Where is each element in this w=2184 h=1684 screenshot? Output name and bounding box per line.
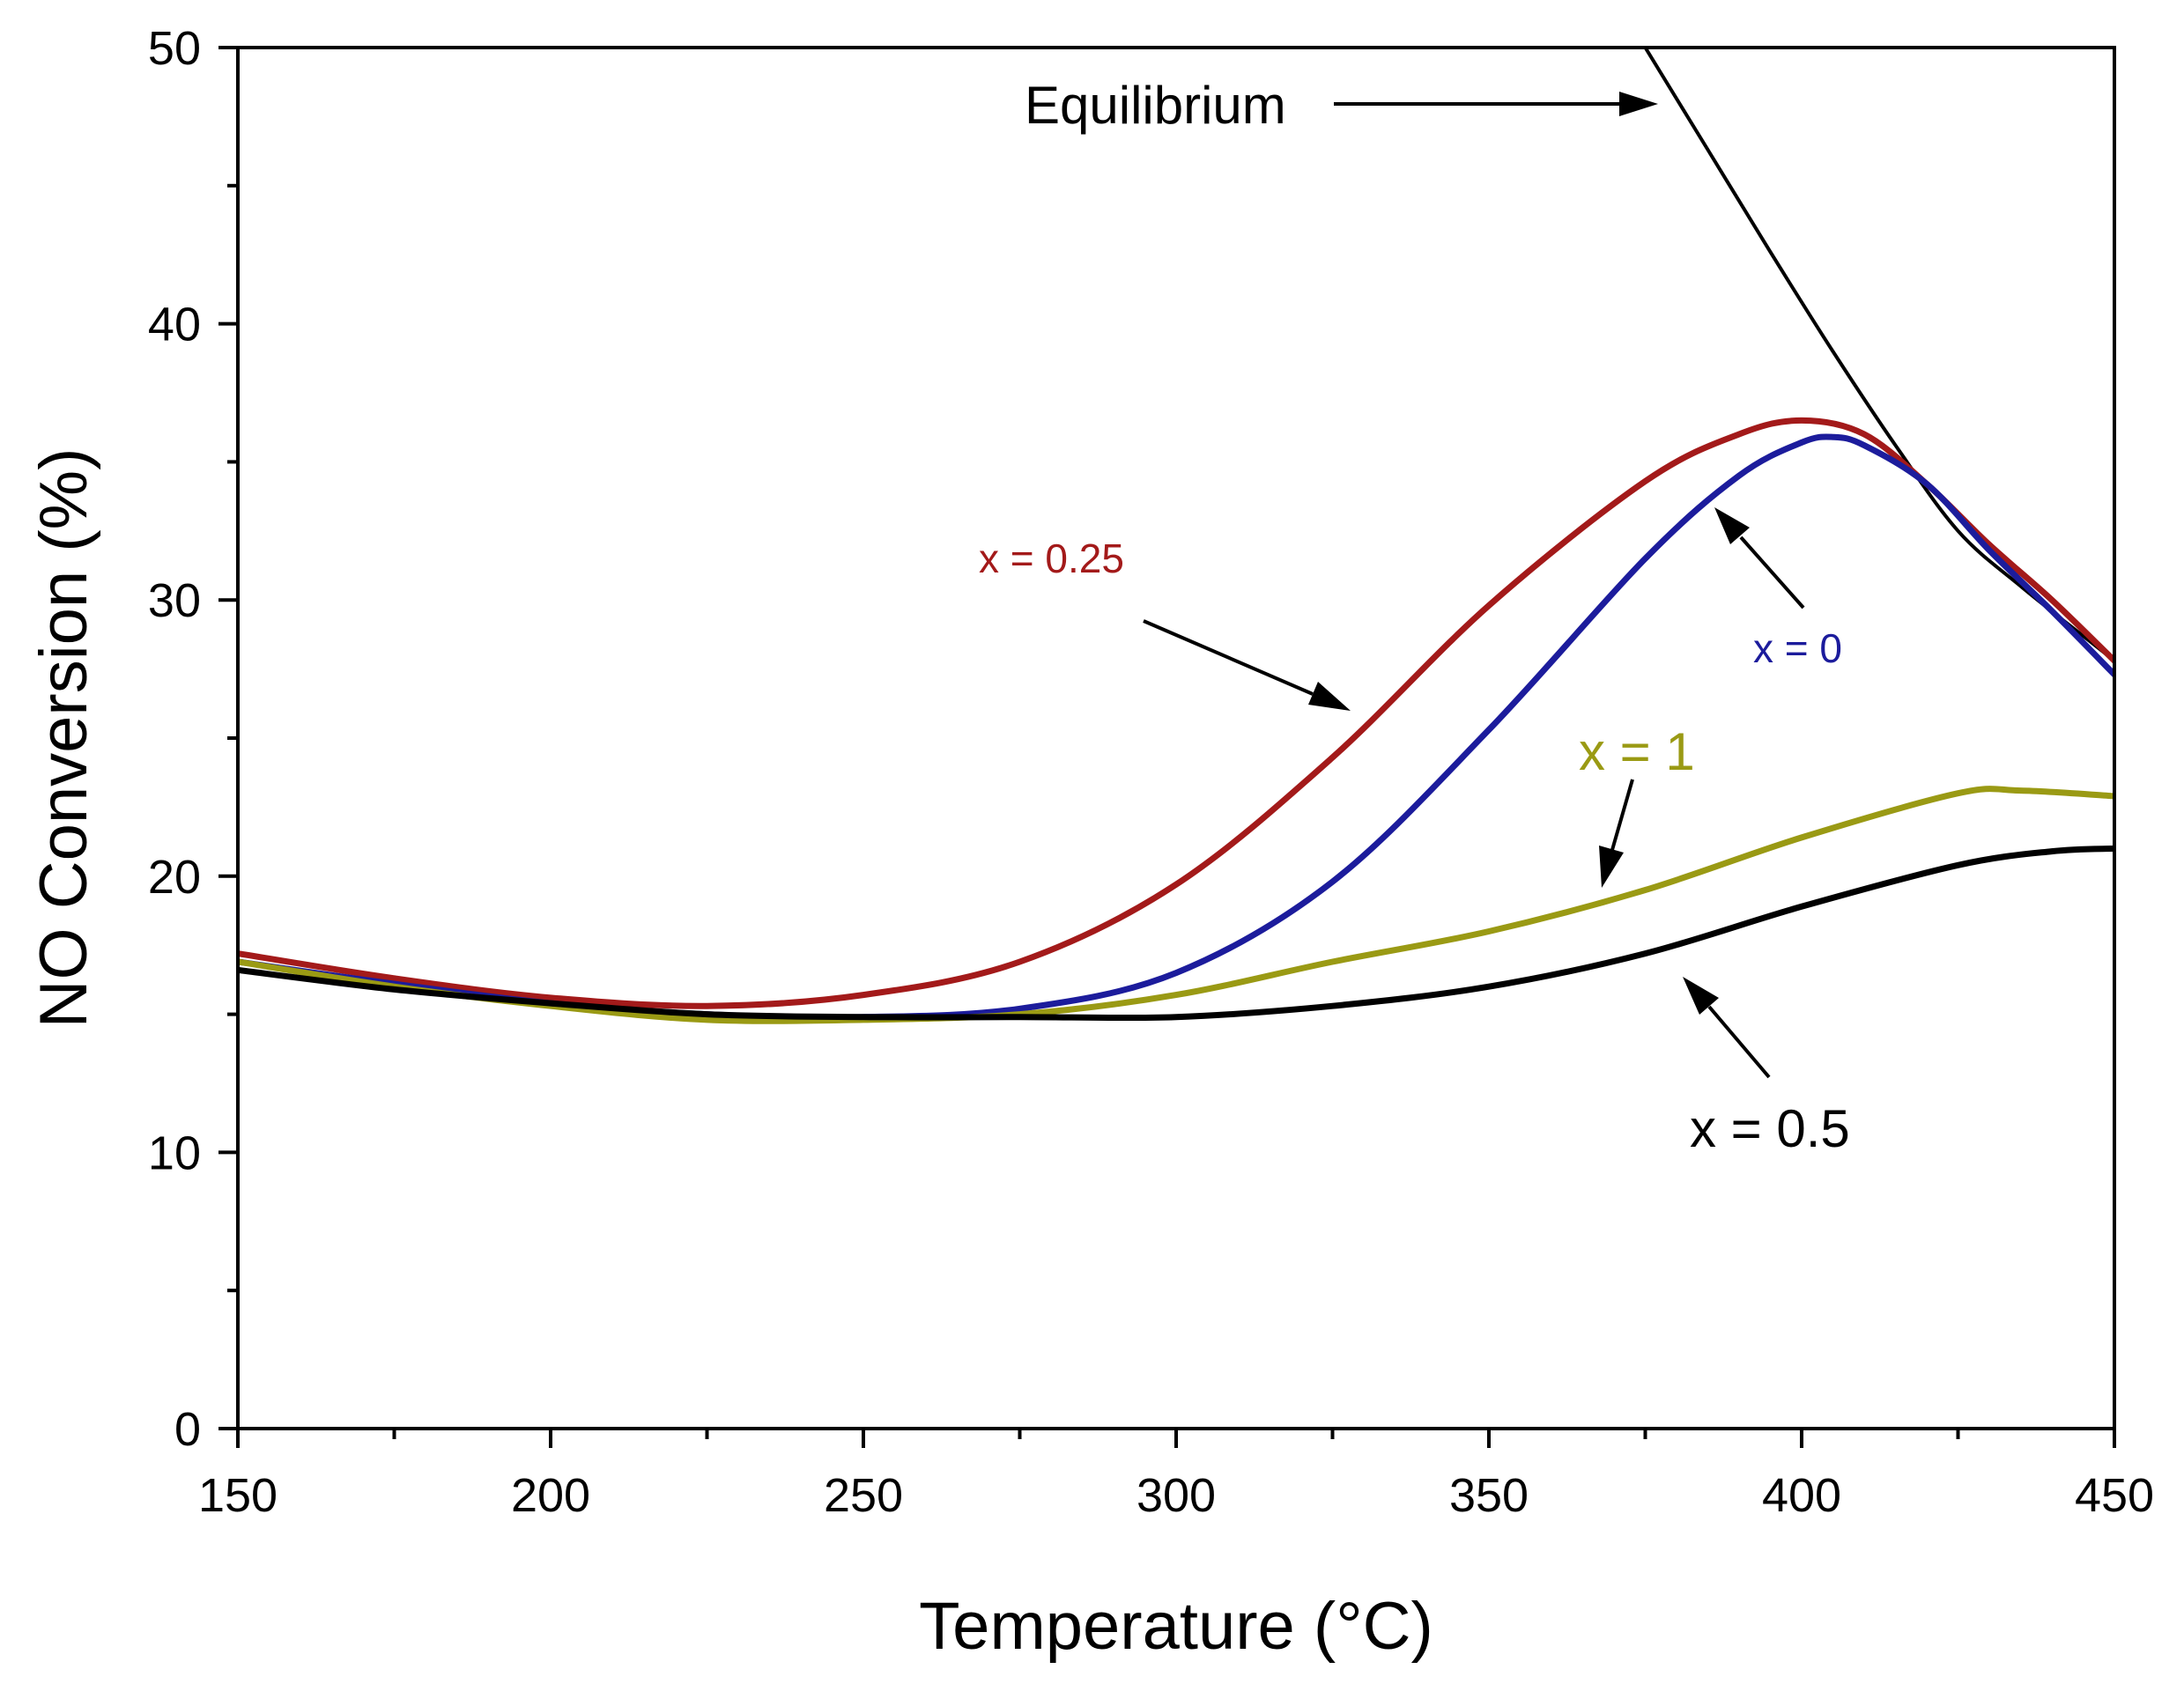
series-line-x-1	[238, 786, 2114, 1024]
arrow-x-0	[1714, 507, 1805, 609]
x-tick-label-250: 250	[824, 1469, 903, 1522]
annotation-equilibrium: Equilibrium	[1025, 76, 1286, 135]
x-tick-label-150: 150	[198, 1469, 278, 1522]
y-tick-label-30: 30	[148, 574, 201, 627]
series-line-x-0-5	[238, 845, 2114, 1022]
annotation-x-0-25: x = 0.25	[979, 535, 1124, 581]
y-tick-label-10: 10	[148, 1126, 201, 1179]
series-line-equilibrium	[1643, 48, 2114, 663]
y-tick-label-40: 40	[148, 299, 201, 351]
y-tick-label-20: 20	[148, 851, 201, 904]
ticks-layer	[218, 46, 2116, 1448]
annotation-x-1: x = 1	[1579, 722, 1695, 781]
tick-labels: 150 200 250 300 350 400 450 0 10 20 30 40 50	[148, 22, 2154, 1522]
arrow-equilibrium	[1334, 92, 1658, 116]
x-tick-label-200: 200	[511, 1469, 590, 1522]
plot-frame	[236, 46, 2116, 1430]
annotation-x-0-5: x = 0.5	[1690, 1099, 1850, 1158]
y-tick-label-50: 50	[148, 22, 201, 75]
series-layer	[238, 48, 2114, 1024]
arrow-x-0-5	[1683, 977, 1771, 1079]
y-tick-label-0: 0	[174, 1403, 201, 1456]
x-tick-label-350: 350	[1449, 1469, 1529, 1522]
arrow-x-1	[1599, 779, 1634, 888]
arrow-x-0-25	[1143, 619, 1351, 711]
y-axis-title: NO Conversion (%)	[26, 448, 101, 1029]
series-line-x-0-25	[238, 417, 2114, 1009]
x-axis-title: Temperature (°C)	[919, 1589, 1433, 1664]
x-tick-label-300: 300	[1136, 1469, 1216, 1522]
x-tick-label-400: 400	[1762, 1469, 1841, 1522]
series-line-x-0	[238, 433, 2114, 1021]
annotation-arrows	[1143, 92, 1805, 1079]
annotation-x-0: x = 0	[1753, 625, 1842, 671]
x-tick-label-450: 450	[2075, 1469, 2154, 1522]
